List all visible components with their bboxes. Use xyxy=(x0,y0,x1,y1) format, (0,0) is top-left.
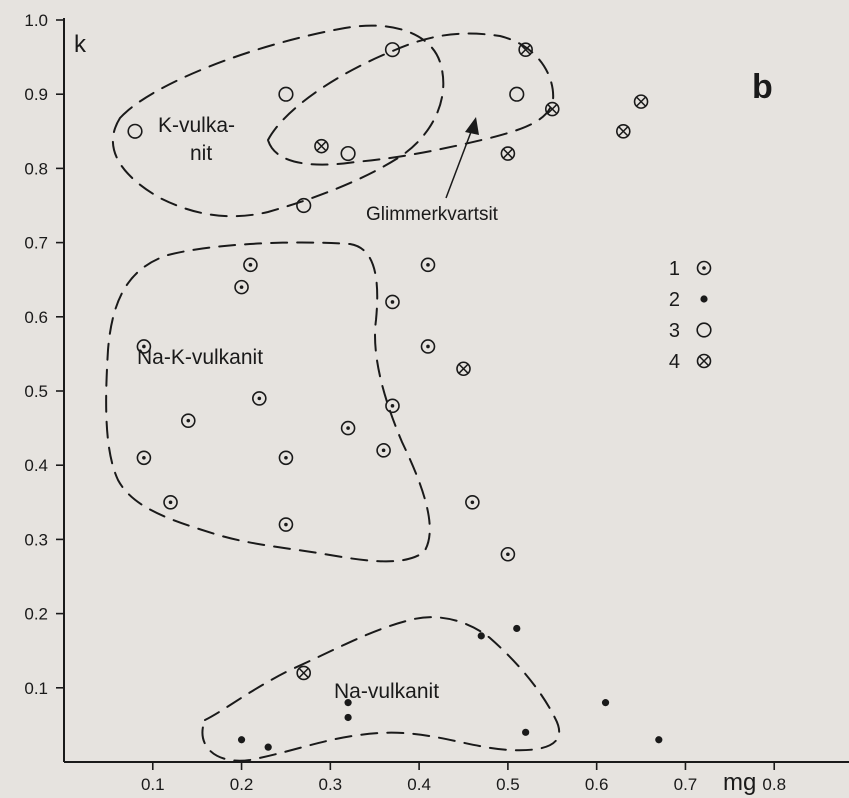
y-tick-label: 0.1 xyxy=(24,679,48,698)
data-point-circle xyxy=(296,197,312,214)
data-point-dotted-circle xyxy=(420,257,436,273)
data-points xyxy=(127,42,663,751)
legend-symbol-dot xyxy=(700,295,708,303)
y-tick-label: 0.5 xyxy=(24,382,48,401)
legend-label: 3 xyxy=(669,320,680,342)
y-ticks: 0.1 0.2 0.3 0.4 0.5 0.6 0.7 0.8 0.9 1.0 xyxy=(24,11,64,698)
x-tick-label: 0.7 xyxy=(674,775,698,794)
data-point-crossed-circle xyxy=(314,138,329,154)
data-point-circle xyxy=(127,123,143,139)
data-point-dotted-circle xyxy=(243,257,258,273)
legend-symbol-dotted-circle xyxy=(696,260,712,276)
region-labels: K-vulka- nit Na-K-vulkanit Na-vulkanit xyxy=(137,114,439,703)
data-point-dotted-circle xyxy=(234,279,249,295)
data-point-dotted-circle xyxy=(500,546,516,562)
data-point-dotted-circle xyxy=(465,494,480,510)
data-point-crossed-circle xyxy=(500,146,516,161)
data-point-circle xyxy=(384,42,401,58)
region-k-vulkanit xyxy=(111,24,445,218)
x-tick-label: 0.3 xyxy=(319,775,343,794)
data-point-dot xyxy=(344,699,352,707)
legend-label: 2 xyxy=(669,289,680,311)
data-point-dotted-circle xyxy=(385,398,400,414)
data-point-dotted-circle xyxy=(163,494,178,510)
region-na-vulkanit xyxy=(201,616,561,762)
region-label-na-k-vulkanit: Na-K-vulkanit xyxy=(137,346,263,369)
data-point-dot xyxy=(264,743,272,751)
x-tick-label: 0.2 xyxy=(230,775,254,794)
data-point-dot xyxy=(477,632,485,640)
x-tick-label: 0.1 xyxy=(141,775,165,794)
region-label-k-vulkanit-line1: K-vulka- xyxy=(158,114,235,137)
legend-symbol-crossed-circle xyxy=(696,353,712,369)
data-point-dotted-circle xyxy=(278,450,294,466)
x-tick-label: 0.4 xyxy=(407,775,431,794)
data-point-crossed-circle xyxy=(544,101,560,117)
x-ticks: 0.1 0.2 0.3 0.4 0.5 0.6 0.7 0.8 xyxy=(141,762,786,794)
data-point-circle xyxy=(340,145,356,162)
data-point-crossed-circle xyxy=(296,665,312,681)
data-point-circle xyxy=(278,86,294,102)
axes xyxy=(63,18,849,763)
data-point-dot xyxy=(601,699,610,707)
data-point-circle xyxy=(509,86,525,102)
x-axis-title: mg xyxy=(723,769,756,796)
data-point-dotted-circle xyxy=(278,517,294,532)
y-tick-label: 0.6 xyxy=(24,308,48,327)
y-tick-label: 0.3 xyxy=(24,530,48,549)
data-point-dotted-circle xyxy=(420,339,436,354)
data-point-dot xyxy=(237,736,246,744)
annotation-glimmerkvartsit: Glimmerkvartsit xyxy=(366,117,499,225)
data-point-crossed-circle xyxy=(518,42,533,57)
data-point-dotted-circle xyxy=(136,339,152,354)
data-point-dotted-circle xyxy=(340,420,356,436)
data-point-dot xyxy=(655,736,663,744)
region-glimmerkvartsit xyxy=(266,32,555,166)
data-point-crossed-circle xyxy=(456,361,471,377)
data-point-dotted-circle xyxy=(180,413,196,428)
classification-regions xyxy=(105,24,561,762)
annotation-label: Glimmerkvartsit xyxy=(366,204,499,225)
data-point-dot xyxy=(513,624,521,633)
data-point-crossed-circle xyxy=(633,94,649,109)
annotation-arrow-head xyxy=(465,117,479,135)
data-point-dotted-circle xyxy=(136,450,152,466)
y-axis-title: k xyxy=(74,31,87,58)
y-tick-label: 0.7 xyxy=(24,234,48,253)
x-tick-label: 0.8 xyxy=(762,775,786,794)
annotation-arrow-shaft xyxy=(445,123,475,199)
y-tick-label: 0.9 xyxy=(24,85,48,104)
x-tick-label: 0.5 xyxy=(496,775,520,794)
panel-letter: b xyxy=(752,68,773,106)
data-point-dot xyxy=(344,713,352,722)
region-label-k-vulkanit-line2: nit xyxy=(190,142,212,165)
y-tick-label: 0.8 xyxy=(24,159,48,178)
data-point-dotted-circle xyxy=(252,391,267,406)
data-point-crossed-circle xyxy=(615,124,631,139)
legend: 1 2 3 4 xyxy=(669,258,712,373)
legend-symbol-circle xyxy=(696,322,712,338)
y-tick-label: 0.4 xyxy=(24,456,48,475)
data-point-dot xyxy=(522,728,530,736)
legend-label: 4 xyxy=(669,351,680,373)
y-tick-label: 0.2 xyxy=(24,605,48,624)
legend-label: 1 xyxy=(669,258,680,280)
region-na-k-vulkanit xyxy=(105,241,431,563)
data-point-dotted-circle xyxy=(376,443,391,458)
y-tick-label: 1.0 xyxy=(24,11,48,30)
data-point-dotted-circle xyxy=(385,294,400,310)
region-label-na-vulkanit: Na-vulkanit xyxy=(334,680,439,703)
x-tick-label: 0.6 xyxy=(585,775,609,794)
